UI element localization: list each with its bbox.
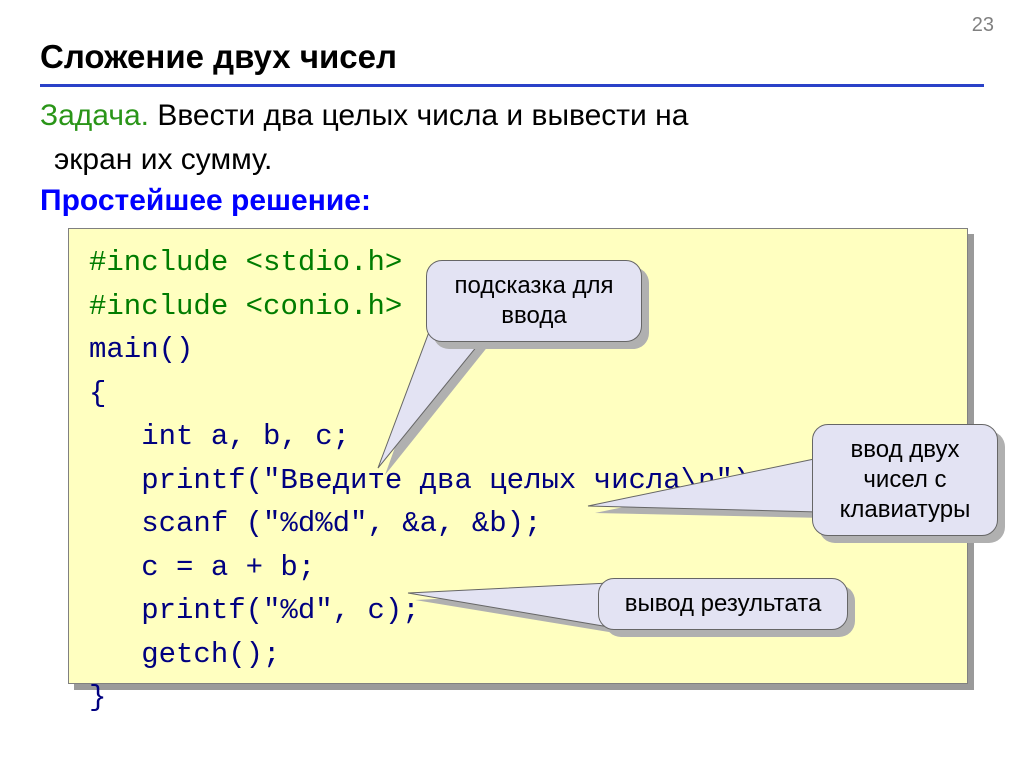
subheading: Простейшее решение:: [40, 184, 984, 218]
callout-2-body: ввод двух чисел с клавиатуры: [812, 424, 998, 536]
code-l8: c = a + b;: [89, 551, 315, 584]
task-line-1: Задача. Ввести два целых числа и вывести…: [40, 97, 984, 135]
task-text-1: Ввести два целых числа и вывести на: [149, 99, 688, 132]
callout-2-line-1: ввод двух: [851, 436, 960, 463]
task-label: Задача.: [40, 99, 149, 132]
code-block-wrapper: #include <stdio.h> #include <conio.h> ma…: [68, 228, 968, 684]
page-number: 23: [972, 14, 994, 37]
code-l11: }: [89, 681, 106, 714]
code-l10: getch();: [89, 638, 280, 671]
callout-3-pointer: [408, 583, 618, 643]
callout-2-line-2: чисел с: [863, 466, 946, 493]
callout-2: ввод двух чисел с клавиатуры: [812, 424, 998, 536]
page-title: Сложение двух чисел: [40, 38, 984, 76]
callout-2-pointer: [588, 458, 828, 538]
code-l4: {: [89, 377, 106, 410]
code-l3: main(): [89, 333, 193, 366]
code-l7: scanf ("%d%d", &a, &b);: [89, 507, 541, 540]
callout-2-line-3: клавиатуры: [840, 496, 971, 523]
callout-1-line-1: подсказка для: [455, 272, 614, 299]
callout-1-body: подсказка для ввода: [426, 260, 642, 342]
code-l1-b: <stdio.h>: [246, 246, 403, 279]
callout-3-body: вывод результата: [598, 578, 848, 630]
callout-3: вывод результата: [598, 578, 848, 630]
title-rule: [40, 84, 984, 87]
callout-1-line-2: ввода: [501, 302, 566, 329]
callout-3-line-1: вывод результата: [625, 590, 822, 617]
code-l5: int a, b, c;: [89, 420, 350, 453]
code-l9: printf("%d", c);: [89, 594, 420, 627]
task-line-2: экран их сумму.: [40, 141, 984, 179]
callout-1: подсказка для ввода: [426, 260, 642, 342]
code-l1-a: #include: [89, 246, 246, 279]
code-l2-a: #include: [89, 290, 246, 323]
